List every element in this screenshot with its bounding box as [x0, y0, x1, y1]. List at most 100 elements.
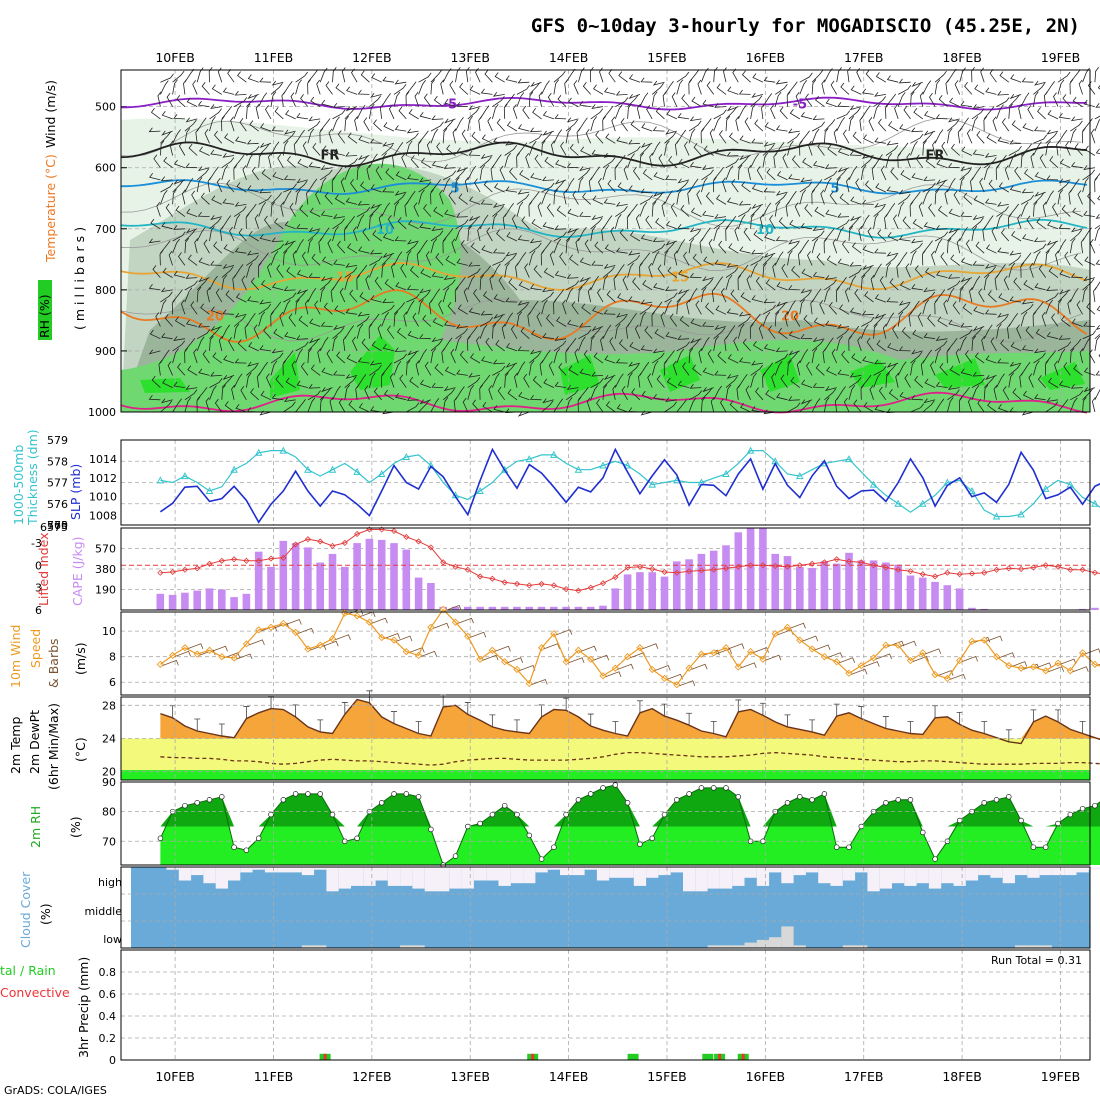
wind-barb — [442, 279, 456, 291]
li-marker — [698, 567, 705, 574]
wind-barb — [880, 165, 887, 181]
wind-barb — [492, 359, 505, 365]
cape-bar — [599, 605, 607, 610]
wind-barb — [432, 317, 444, 327]
wind-barb — [492, 154, 502, 168]
wind-barb — [418, 239, 428, 254]
wind-barb — [454, 286, 459, 303]
wind-barb — [1008, 94, 1020, 107]
wind-barb — [529, 82, 541, 95]
wind-barb — [728, 132, 739, 144]
cape-bar — [193, 590, 201, 610]
wind-barb — [664, 190, 673, 205]
wind-barb — [603, 198, 616, 205]
wind-barb — [541, 643, 560, 651]
wind-barb — [908, 311, 913, 327]
rh2m-marker — [182, 802, 188, 809]
rh2m-tick: 90 — [102, 776, 116, 789]
wind-barb — [815, 363, 825, 376]
temp2m-label: 2m Temp — [8, 717, 23, 774]
cape-bar — [882, 562, 890, 610]
cape-bar — [353, 543, 361, 610]
wind-barb — [660, 311, 665, 327]
wind-barb — [488, 385, 493, 400]
wind-barb — [923, 332, 936, 340]
wind-barb — [628, 139, 640, 145]
wind-barb — [1088, 349, 1096, 364]
wind-barb — [368, 323, 373, 339]
wind-barb — [744, 117, 751, 132]
rh2m-marker — [710, 785, 717, 791]
wind-barb — [774, 360, 783, 376]
rh2m-marker — [784, 800, 791, 806]
wind-barb — [871, 164, 876, 180]
wind-barb — [160, 299, 167, 315]
wind-barb — [332, 116, 340, 132]
wind-barb — [381, 93, 391, 107]
wind-barb — [793, 312, 801, 327]
wind-barb — [463, 287, 469, 303]
wind-barb — [985, 244, 997, 254]
wind-barb — [848, 275, 857, 291]
wind-barb — [469, 85, 481, 95]
wind-barb — [406, 285, 419, 291]
wind-barb — [224, 401, 235, 413]
wind-barb — [652, 243, 666, 254]
cloud-high-cell — [203, 867, 216, 884]
wind-barb — [541, 291, 554, 303]
cloud-high-cell — [830, 867, 843, 886]
wind-barb — [1027, 105, 1034, 120]
wind-barb — [392, 152, 396, 168]
wind-barb — [949, 365, 960, 376]
wind-barb — [233, 164, 238, 180]
wind-barb — [460, 240, 469, 254]
wind-barb — [824, 164, 837, 169]
wind-barb — [400, 263, 407, 278]
wind-barb — [213, 241, 223, 254]
wind-barb — [947, 385, 960, 390]
wind-barb — [569, 254, 579, 266]
wind-barb — [492, 91, 505, 97]
wind-barb — [983, 375, 996, 388]
thickness-prefix-label: 1000-500mb — [11, 445, 26, 525]
wind-barb — [295, 299, 300, 315]
wind-barb — [800, 222, 813, 230]
wind-barb — [701, 336, 710, 352]
wind-barb — [566, 163, 579, 169]
wind-barb — [676, 399, 688, 413]
wind-barb — [566, 274, 579, 279]
wind-barb — [369, 360, 382, 366]
wind-barb — [989, 69, 997, 83]
wind-barb — [723, 67, 727, 83]
wind-barb — [200, 192, 210, 205]
wind-barb — [1093, 286, 1097, 303]
wind-barb — [229, 226, 235, 242]
wind-barb — [332, 218, 345, 230]
wind-barb — [467, 631, 487, 639]
wind-barb — [397, 217, 407, 230]
wind-barb — [423, 93, 432, 107]
wind-barb — [773, 152, 778, 168]
wind-barb — [258, 361, 269, 376]
wind-barb — [604, 244, 616, 254]
wind-barb — [925, 267, 936, 278]
wind-barb — [246, 103, 251, 119]
wind-barb — [751, 406, 763, 413]
wind-barb — [1038, 264, 1047, 278]
wind-barb — [161, 110, 173, 120]
wind-barb — [972, 371, 985, 377]
wind-barb — [875, 183, 887, 193]
isotherm-line — [120, 391, 1088, 414]
wind-barb — [211, 84, 223, 95]
wind-barb — [906, 153, 911, 168]
wind-barb — [430, 288, 441, 303]
wind-barb — [1008, 103, 1013, 119]
rh2m-marker — [231, 844, 237, 850]
wind-barb — [946, 347, 951, 364]
cloud-high-cell — [805, 867, 819, 873]
wind-barb — [897, 311, 904, 327]
wind-barb — [949, 97, 960, 107]
wind-barb — [762, 144, 775, 156]
wind-barb — [237, 339, 247, 352]
wind-barb — [235, 404, 247, 413]
